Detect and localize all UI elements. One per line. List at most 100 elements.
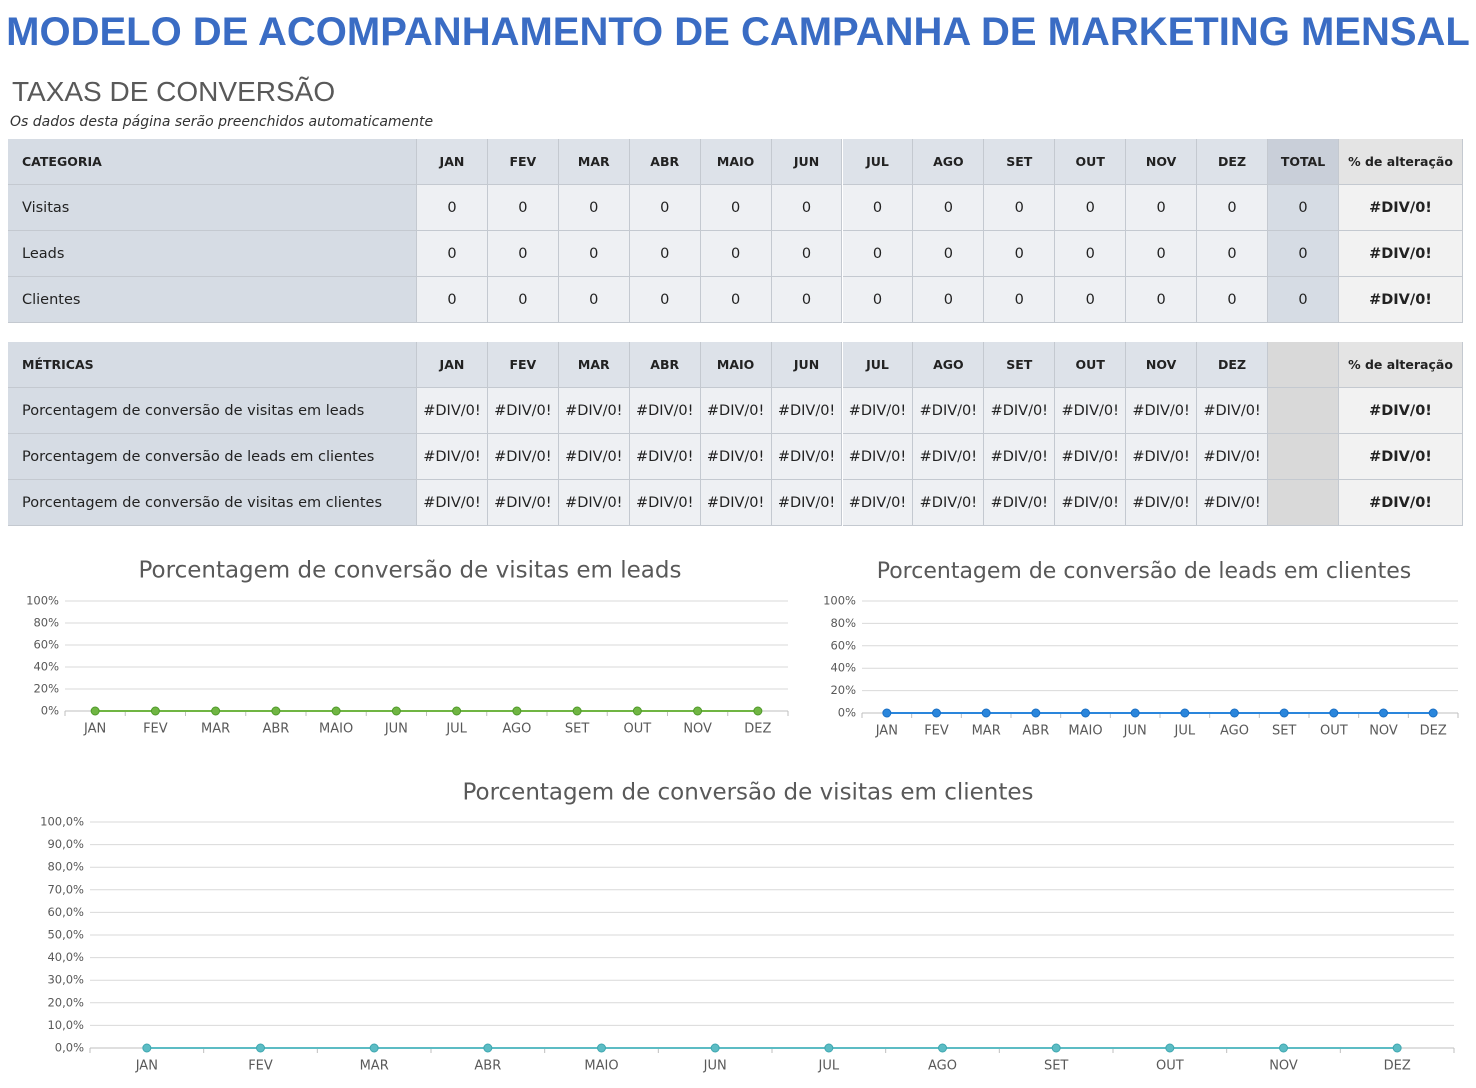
table-cell: NOV [1126, 342, 1198, 388]
table-cell: DEZ [1197, 342, 1268, 388]
y-tick-label: 80% [830, 616, 856, 630]
table-cell: #DIV/0! [913, 434, 985, 480]
y-tick-label: 0,0% [55, 1041, 84, 1055]
table-cell: #DIV/0! [558, 480, 630, 526]
table-cell: #DIV/0! [487, 388, 559, 434]
table-cell: Clientes [8, 277, 417, 323]
data-point [1180, 708, 1190, 718]
table-cell: 0 [629, 231, 701, 277]
data-point [597, 1043, 606, 1053]
data-point [256, 1043, 265, 1053]
table-cell: 0 [558, 185, 630, 231]
table-cell: ABR [629, 139, 701, 185]
table-cell: 0 [1055, 277, 1127, 323]
table-cell: #DIV/0! [771, 388, 843, 434]
table-cell: #DIV/0! [1339, 231, 1463, 277]
table-cell: #DIV/0! [1126, 480, 1198, 526]
data-point [483, 1043, 493, 1053]
data-point [1329, 708, 1339, 718]
table-cell: MAIO [700, 342, 772, 388]
table-cell: #DIV/0! [417, 388, 488, 434]
table-cell: 0 [1197, 277, 1268, 323]
table-cell: 0 [1126, 185, 1198, 231]
data-point [150, 706, 160, 716]
table-cell: AGO [913, 342, 985, 388]
table-cell: Porcentagem de conversão de visitas em c… [8, 480, 417, 526]
table-cell: 0 [771, 277, 843, 323]
table-cell: JAN [417, 139, 488, 185]
data-point [882, 708, 892, 718]
data-point [1428, 708, 1438, 718]
y-tick-label: 10,0% [47, 1018, 84, 1032]
table-cell: Leads [8, 231, 417, 277]
data-point [1279, 708, 1289, 718]
table-cell: SET [984, 342, 1056, 388]
x-tick-label: ABR [262, 722, 289, 737]
data-point [1279, 1043, 1288, 1053]
x-tick-label: MAIO [584, 1059, 618, 1074]
x-tick-label: ABR [474, 1059, 501, 1074]
y-tick-label: 70,0% [47, 882, 84, 896]
data-point [452, 706, 462, 716]
table-cell: 0 [558, 277, 630, 323]
table-cell [1268, 480, 1339, 526]
table-cell: 0 [1055, 185, 1127, 231]
x-tick-label: AGO [928, 1059, 957, 1074]
table-cell: #DIV/0! [629, 388, 701, 434]
y-tick-label: 100,0% [40, 815, 84, 829]
table-cell: 0 [984, 277, 1056, 323]
table-cell: 0 [558, 231, 630, 277]
table-cell: 0 [1268, 231, 1339, 277]
y-tick-label: 20% [830, 683, 856, 697]
y-tick-label: 0% [41, 704, 59, 718]
x-tick-label: JUN [384, 722, 408, 737]
table-cell: #DIV/0! [417, 434, 488, 480]
x-tick-label: DEZ [1420, 724, 1447, 739]
y-tick-label: 60,0% [47, 905, 84, 919]
x-tick-label: FEV [143, 722, 168, 737]
y-tick-label: 40% [830, 661, 856, 675]
table-cell: #DIV/0! [913, 480, 985, 526]
y-tick-label: 80,0% [47, 860, 84, 874]
data-point [1031, 708, 1041, 718]
table-cell: #DIV/0! [487, 434, 559, 480]
y-tick-label: 100% [26, 594, 59, 608]
x-tick-label: OUT [624, 722, 652, 737]
table-cell: #DIV/0! [1339, 434, 1463, 480]
table-cell: 0 [417, 231, 488, 277]
x-tick-label: OUT [1156, 1059, 1184, 1074]
table-cell [1268, 342, 1339, 388]
table-cell: MAR [558, 139, 630, 185]
table-cell: #DIV/0! [842, 434, 914, 480]
data-point [981, 708, 991, 718]
data-point [1130, 708, 1140, 718]
table-cell [1268, 434, 1339, 480]
table-cell: Visitas [8, 185, 417, 231]
table-cell: 0 [1197, 185, 1268, 231]
y-tick-label: 60% [830, 638, 856, 652]
x-tick-label: JUL [445, 722, 467, 737]
table-cell: 0 [417, 277, 488, 323]
x-tick-label: JUN [703, 1059, 727, 1074]
x-tick-label: DEZ [1384, 1059, 1411, 1074]
table-cell: 0 [700, 185, 772, 231]
table-cell: JUN [771, 342, 843, 388]
table-cell: JAN [417, 342, 488, 388]
chart-title: Porcentagem de conversão de visitas em c… [462, 780, 1033, 806]
x-tick-label: AGO [502, 722, 531, 737]
table-cell: #DIV/0! [1126, 434, 1198, 480]
x-tick-label: MAR [972, 724, 1001, 739]
note: Os dados desta página serão preenchidos … [10, 114, 434, 130]
data-point [1081, 708, 1090, 718]
table-cell: #DIV/0! [984, 388, 1056, 434]
x-tick-label: MAR [360, 1059, 389, 1074]
table-cell: 0 [1197, 231, 1268, 277]
table-cell: #DIV/0! [629, 480, 701, 526]
data-point [1379, 708, 1388, 718]
data-point [369, 1043, 379, 1053]
data-point [824, 1043, 834, 1053]
table-cell: #DIV/0! [629, 434, 701, 480]
table-cell: #DIV/0! [913, 388, 985, 434]
